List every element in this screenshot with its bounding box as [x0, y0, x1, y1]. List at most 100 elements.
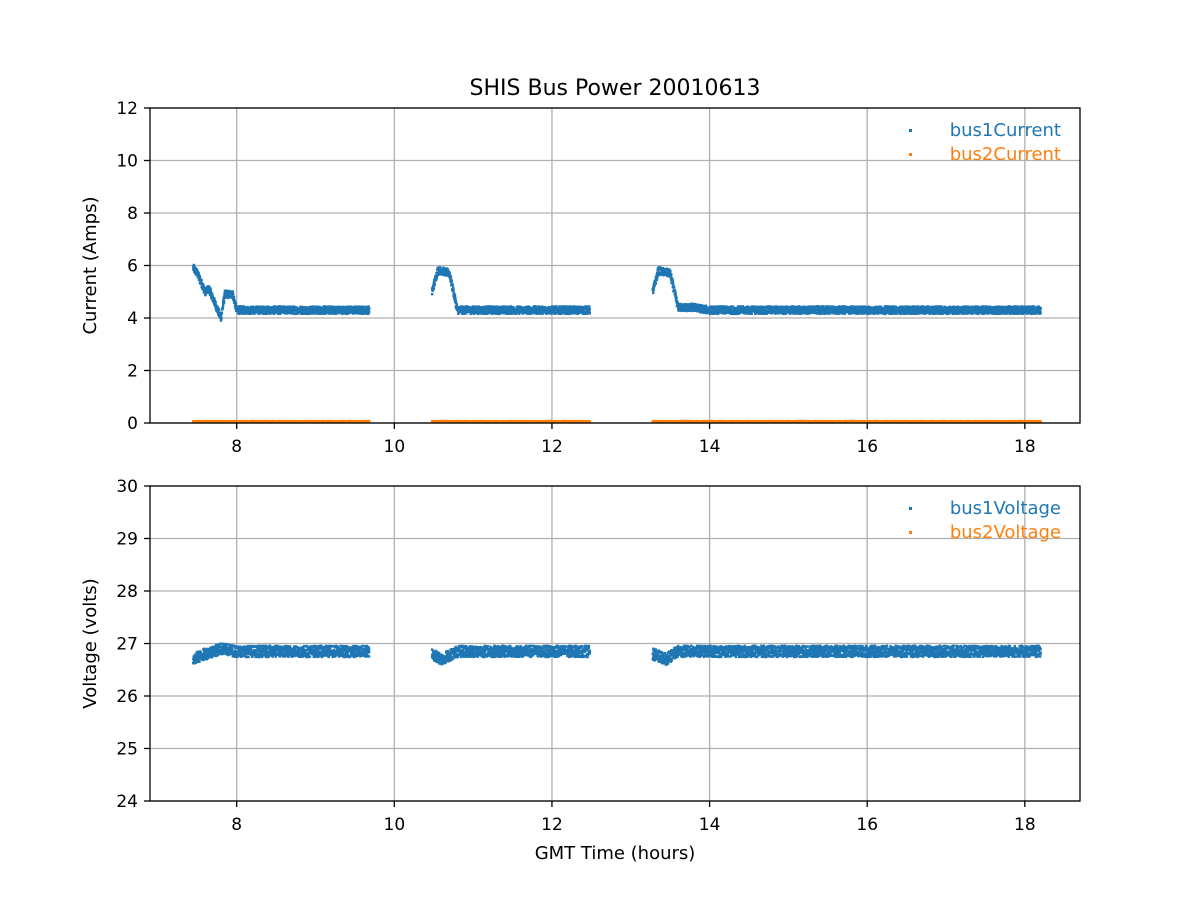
- bus1Current-point: [588, 312, 591, 315]
- bus1Current-point: [1002, 305, 1005, 309]
- bus1Current-point: [193, 269, 196, 273]
- bus1Current-point: [991, 306, 995, 309]
- bus1Current-point: [234, 303, 238, 306]
- bus1Current-point: [789, 309, 793, 313]
- bus1Current-point: [749, 312, 752, 315]
- bus1Current-point: [905, 305, 909, 308]
- bus1Current-point: [568, 309, 571, 312]
- bus1Current-point: [348, 308, 352, 311]
- bus1Current-point: [863, 308, 867, 311]
- bus1Current-point: [1039, 311, 1042, 315]
- bus1Current-point: [908, 305, 912, 309]
- bus1Current-point: [1017, 305, 1020, 308]
- bus1Current-point: [210, 292, 214, 295]
- bus1Current-point: [529, 312, 532, 315]
- bus1Current-point: [721, 312, 724, 315]
- bus1Current-point: [652, 291, 655, 295]
- bus1Current-point: [868, 310, 872, 313]
- bus1Current-point: [656, 275, 659, 279]
- bus1Current-point: [288, 310, 291, 314]
- bus1Current-point: [553, 308, 556, 311]
- bus1Current-point: [966, 305, 969, 308]
- bus1Current-point: [303, 308, 306, 312]
- bus1Current-point: [899, 312, 903, 316]
- bus1Current-point: [482, 312, 485, 315]
- bus1Current-point: [843, 312, 847, 315]
- bus1Current-point: [705, 304, 708, 308]
- bus1Current-point: [497, 310, 500, 313]
- bus1Current-point: [652, 288, 655, 291]
- bus1Current-point: [713, 306, 716, 309]
- bus1Current-point: [849, 312, 853, 315]
- bus1Current-point: [437, 268, 441, 271]
- bus1Current-point: [987, 309, 991, 312]
- bus1Current-point: [486, 307, 490, 311]
- bus1Current-point: [882, 309, 886, 312]
- bus1Current-point: [455, 304, 458, 307]
- bus1Current-point: [251, 305, 254, 308]
- bus1Current-point: [661, 266, 665, 270]
- bus1Current-point: [653, 284, 656, 288]
- bus1Current-point: [782, 312, 785, 316]
- bus1Current-point: [435, 275, 439, 279]
- bus1Current-point: [1028, 311, 1032, 314]
- bus1Current-point: [483, 309, 486, 312]
- bus1Current-point: [433, 282, 436, 286]
- bus1Current-point: [813, 305, 816, 309]
- bus1Current-point: [264, 308, 268, 311]
- bus1Current-point: [262, 308, 266, 311]
- bus1Current-point: [197, 273, 201, 276]
- bus1Current-point: [662, 270, 665, 274]
- bus1Current-point: [806, 312, 810, 315]
- bus1Current-point: [586, 309, 589, 312]
- bus1Current-point: [303, 311, 307, 314]
- bus1Current-point: [222, 301, 226, 305]
- bus1Current-point: [522, 311, 526, 315]
- bus1Current-point: [677, 302, 680, 306]
- bus1Current-point: [202, 283, 205, 287]
- bus1Current-point: [328, 309, 331, 313]
- bus1Current-point: [919, 307, 922, 310]
- bus1Current-point: [202, 286, 206, 289]
- bus1Current-point: [802, 312, 805, 315]
- bus1Current-point: [913, 308, 917, 312]
- bus1Current-point: [670, 274, 673, 277]
- bus1Current-point: [449, 275, 453, 279]
- bus1Current-point: [219, 319, 223, 322]
- bus1Current-point: [826, 312, 829, 315]
- bus1Current-point: [798, 308, 802, 312]
- bus1Current-point: [909, 309, 912, 313]
- bus1Current-point: [441, 273, 445, 276]
- bus1Current-point: [550, 311, 553, 314]
- bus1Current-point: [337, 305, 341, 308]
- bus1Current-point: [894, 309, 898, 312]
- bus1Current-point: [453, 295, 457, 298]
- bus1Current-point: [231, 290, 234, 293]
- bus1Current-point: [654, 282, 658, 285]
- bus1Current-point: [532, 306, 536, 309]
- bus1Current-point: [534, 311, 538, 314]
- bus1Current-point: [744, 308, 747, 311]
- bus1Current-point: [687, 303, 691, 306]
- bus1Current-point: [450, 279, 454, 282]
- bus1Current-point: [351, 310, 355, 313]
- bus1Current-point: [936, 312, 940, 315]
- bus1Current-point: [560, 309, 563, 312]
- bus1Current-point: [587, 307, 590, 311]
- bus1Current-point: [289, 308, 292, 312]
- bus1Current-point: [433, 280, 436, 284]
- bus1Current-point: [575, 310, 579, 313]
- bus1Current-point: [250, 308, 253, 312]
- bus1Current-point: [501, 308, 504, 312]
- bus1Current-point: [904, 305, 907, 308]
- bus1Current-point: [465, 310, 468, 313]
- bus1Current-point: [1000, 312, 1004, 315]
- bus1Current-point: [345, 305, 348, 309]
- bus1Current-point: [732, 310, 735, 314]
- bus1Current-point: [809, 308, 812, 311]
- bus1Current-point: [455, 301, 458, 304]
- bus1Current-point: [1024, 305, 1027, 309]
- bus1Current-point: [1007, 305, 1011, 308]
- bus1Current-point: [509, 308, 512, 311]
